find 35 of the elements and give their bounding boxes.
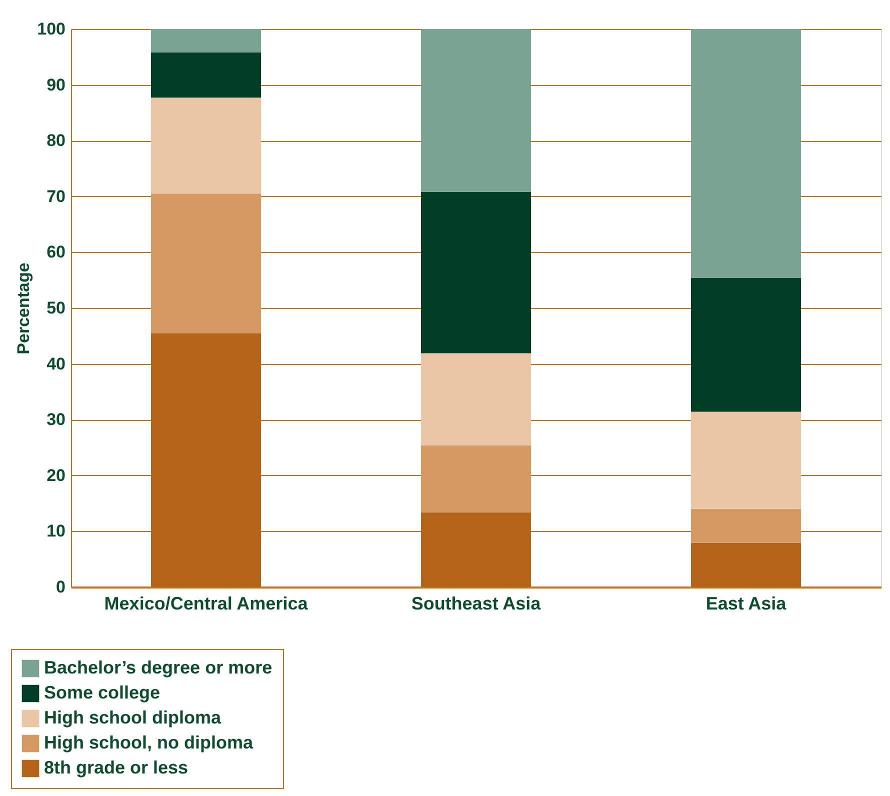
y-tick-label: 0 [56, 578, 66, 596]
bar [151, 333, 261, 587]
bar [421, 29, 531, 192]
legend-label: Bachelor’s degree or more [44, 658, 272, 678]
y-tick-label: 100 [37, 20, 66, 38]
y-tick-label: 80 [46, 131, 66, 150]
bar [691, 508, 801, 543]
bar [691, 278, 801, 412]
x-tick-label: Southeast Asia [411, 594, 542, 614]
legend-label: Some college [44, 682, 160, 702]
x-tick-label: East Asia [706, 594, 788, 614]
legend-label: High school, no diploma [44, 732, 254, 752]
y-axis-title: Percentage [14, 262, 34, 354]
y-tick-label: 90 [46, 75, 66, 94]
bar [691, 412, 801, 509]
y-tick-label: 70 [46, 186, 66, 206]
bar [151, 98, 261, 194]
bar [691, 542, 801, 587]
y-tick-label: 40 [46, 354, 66, 374]
bar [421, 353, 531, 446]
y-tick-label: 50 [46, 298, 66, 318]
y-tick-label: 20 [46, 466, 66, 485]
legend-label: High school diploma [44, 708, 222, 728]
bar [151, 52, 261, 98]
y-tick-label: 30 [46, 410, 66, 430]
y-tick-label: 10 [46, 522, 66, 541]
bar [151, 29, 261, 52]
bar [421, 445, 531, 512]
bar [421, 512, 531, 587]
bar [151, 194, 261, 334]
bar [421, 192, 531, 354]
x-tick-label: Mexico/Central America [104, 594, 309, 614]
bar [691, 29, 801, 278]
legend-label: 8th grade or less [44, 758, 188, 778]
y-tick-label: 60 [46, 242, 66, 262]
